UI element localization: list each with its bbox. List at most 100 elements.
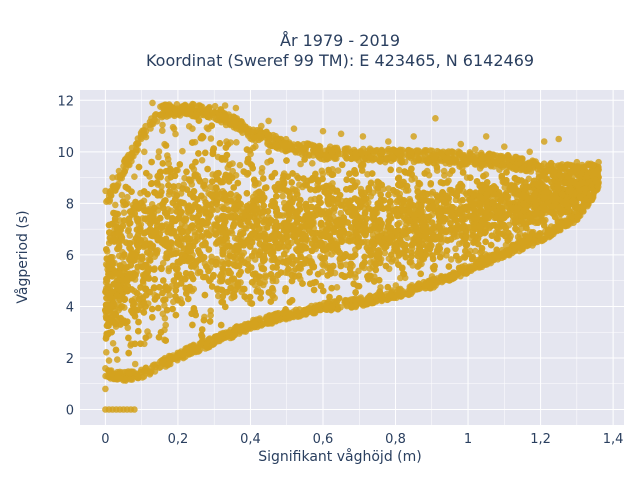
data-point bbox=[267, 157, 275, 165]
data-point bbox=[189, 139, 196, 146]
data-point bbox=[135, 295, 143, 303]
data-point bbox=[172, 130, 179, 138]
data-point bbox=[224, 278, 232, 286]
data-point bbox=[126, 232, 134, 239]
data-point bbox=[408, 165, 415, 173]
data-point bbox=[482, 226, 489, 233]
data-point bbox=[233, 139, 240, 146]
data-point bbox=[436, 253, 444, 261]
data-point bbox=[370, 278, 378, 285]
data-point bbox=[520, 207, 528, 214]
data-point bbox=[218, 286, 226, 294]
data-point bbox=[196, 207, 203, 214]
data-point bbox=[202, 149, 209, 157]
data-point bbox=[308, 260, 315, 268]
data-point bbox=[179, 147, 186, 155]
data-point bbox=[115, 243, 123, 251]
data-point bbox=[222, 171, 230, 179]
data-point bbox=[155, 153, 162, 161]
data-point bbox=[288, 297, 296, 304]
data-point bbox=[531, 197, 539, 205]
data-point bbox=[118, 303, 126, 310]
data-point bbox=[106, 264, 114, 272]
data-point bbox=[569, 197, 577, 205]
data-point bbox=[400, 270, 408, 278]
data-point bbox=[462, 242, 470, 249]
data-point bbox=[221, 260, 229, 268]
data-point bbox=[204, 165, 211, 173]
data-point bbox=[289, 253, 296, 260]
data-point bbox=[172, 250, 180, 257]
data-point bbox=[267, 271, 275, 278]
data-point bbox=[157, 329, 165, 336]
data-point bbox=[107, 292, 114, 300]
data-point bbox=[279, 192, 286, 200]
data-point bbox=[314, 186, 322, 193]
data-point bbox=[325, 166, 332, 174]
data-point bbox=[225, 269, 232, 277]
data-point bbox=[106, 271, 114, 279]
data-point bbox=[343, 176, 351, 183]
data-point bbox=[346, 265, 354, 272]
data-point bbox=[140, 188, 148, 195]
data-point bbox=[459, 196, 466, 204]
data-point bbox=[471, 215, 478, 222]
data-point bbox=[433, 203, 441, 210]
data-point bbox=[277, 222, 284, 230]
data-point bbox=[295, 272, 303, 279]
data-point bbox=[288, 277, 296, 285]
data-point bbox=[235, 202, 243, 209]
data-point bbox=[361, 253, 368, 261]
data-point bbox=[400, 207, 407, 214]
data-point bbox=[114, 210, 121, 218]
data-point bbox=[179, 185, 186, 192]
data-point bbox=[198, 192, 205, 200]
data-point bbox=[207, 183, 214, 191]
data-point bbox=[522, 179, 529, 186]
data-point bbox=[164, 155, 172, 163]
data-point bbox=[161, 315, 169, 322]
data-point bbox=[368, 238, 376, 246]
data-point bbox=[339, 201, 347, 209]
data-point bbox=[395, 166, 403, 174]
data-point bbox=[151, 276, 158, 283]
data-point bbox=[243, 190, 251, 197]
data-point bbox=[428, 219, 436, 226]
data-point bbox=[196, 178, 204, 185]
data-point bbox=[103, 246, 110, 253]
data-point bbox=[347, 224, 355, 231]
data-point bbox=[163, 250, 170, 257]
data-point bbox=[236, 161, 244, 169]
data-point bbox=[282, 205, 289, 212]
data-point bbox=[271, 224, 279, 231]
data-point bbox=[319, 261, 326, 268]
data-point bbox=[159, 127, 166, 134]
data-point bbox=[328, 284, 336, 292]
data-point bbox=[407, 226, 415, 234]
data-point bbox=[403, 182, 411, 190]
data-point bbox=[435, 210, 442, 217]
data-point bbox=[250, 176, 258, 184]
data-point bbox=[139, 277, 147, 285]
data-point bbox=[489, 200, 497, 207]
data-point bbox=[273, 193, 280, 200]
data-point bbox=[502, 224, 510, 232]
data-point bbox=[198, 157, 206, 164]
data-point bbox=[302, 200, 310, 208]
data-point bbox=[161, 302, 168, 309]
data-point bbox=[227, 197, 235, 205]
data-point bbox=[378, 181, 386, 189]
data-point bbox=[288, 205, 295, 212]
data-point bbox=[338, 161, 346, 169]
data-point bbox=[200, 316, 208, 324]
data-point bbox=[218, 277, 226, 285]
data-point bbox=[237, 231, 244, 238]
data-point bbox=[387, 198, 394, 205]
data-point bbox=[260, 218, 267, 226]
data-point bbox=[201, 291, 209, 299]
data-point bbox=[142, 285, 150, 293]
data-point bbox=[312, 206, 320, 214]
data-point bbox=[280, 250, 288, 258]
data-point bbox=[521, 220, 528, 228]
data-point bbox=[312, 170, 319, 178]
